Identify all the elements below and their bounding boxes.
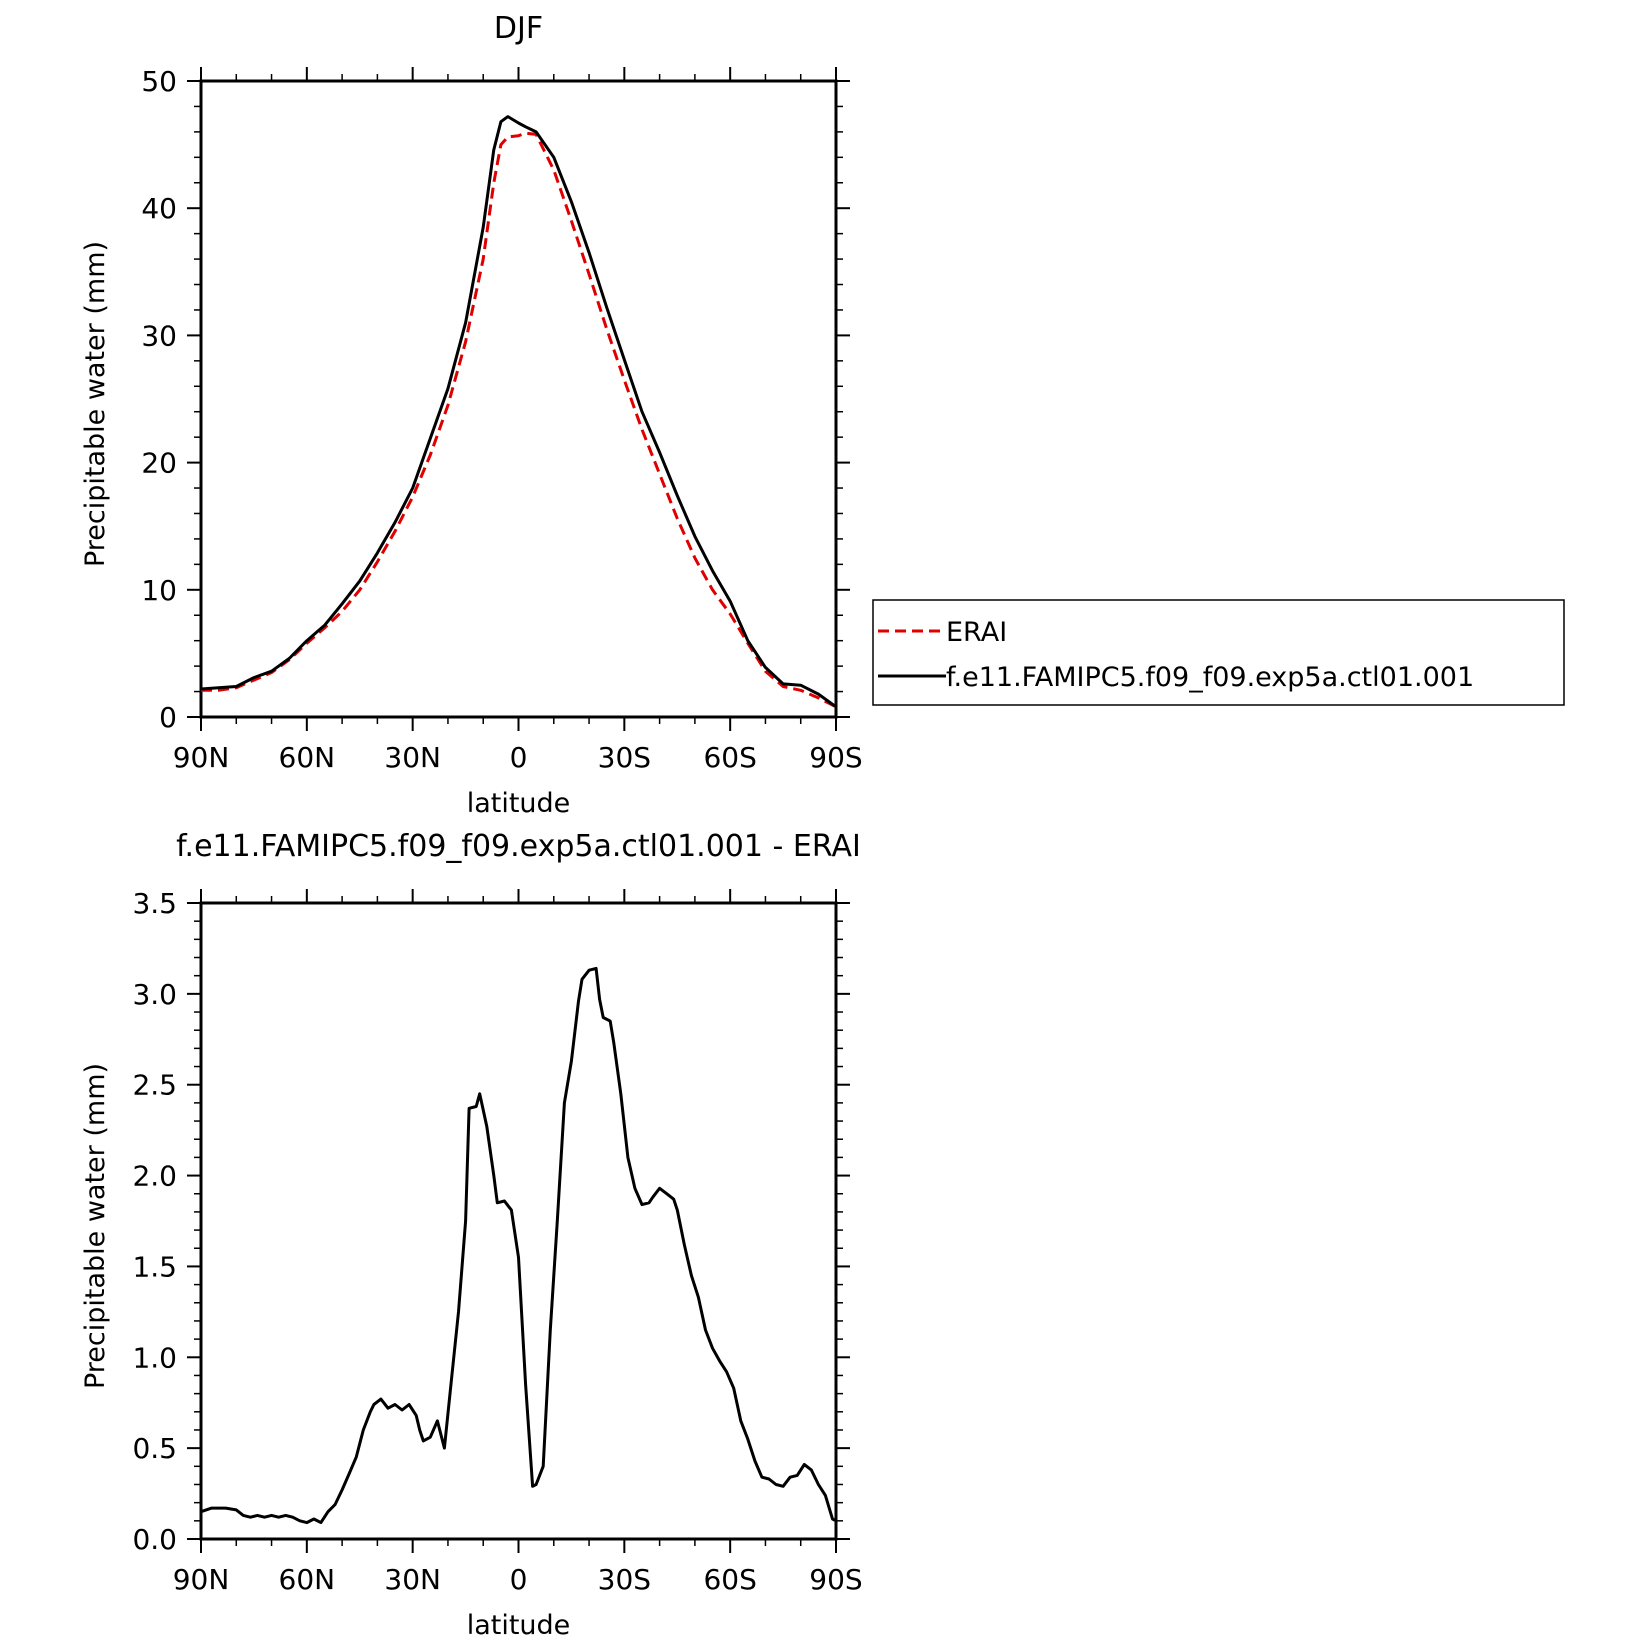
chart-title: f.e11.FAMIPC5.f09_f09.exp5a.ctl01.001 - … [176, 829, 861, 864]
series-lines [200, 966, 837, 1525]
axis-ticks [187, 67, 850, 731]
x-tick-labels: 90N 60N 30N 0 30S 60S 90S [173, 741, 863, 774]
chart-title: DJF [494, 11, 543, 46]
x-tick-label: 60N [279, 1563, 336, 1596]
x-tick-label: 60S [703, 741, 756, 774]
y-tick-label: 3.5 [132, 887, 177, 920]
y-tick-label: 0.5 [132, 1432, 177, 1465]
chart-panel-difference: f.e11.FAMIPC5.f09_f09.exp5a.ctl01.001 - … [80, 829, 863, 1641]
y-tick-label: 50 [141, 65, 177, 98]
legend-label-erai: ERAI [946, 617, 1007, 648]
x-axis-label: latitude [467, 1610, 571, 1641]
y-tick-label: 30 [141, 319, 177, 352]
axis-ticks [187, 889, 850, 1553]
x-tick-label: 0 [510, 1563, 528, 1596]
y-tick-label: 10 [141, 574, 177, 607]
y-tick-label: 2.0 [132, 1160, 177, 1193]
legend-label-model: f.e11.FAMIPC5.f09_f09.exp5a.ctl01.001 [946, 662, 1474, 693]
legend: ERAI f.e11.FAMIPC5.f09_f09.exp5a.ctl01.0… [872, 599, 1565, 706]
plot-frame [199, 901, 838, 1541]
x-tick-label: 30N [384, 1563, 441, 1596]
series-line-erai [201, 131, 837, 709]
x-tick-label: 30N [384, 741, 441, 774]
y-tick-label: 1.0 [132, 1341, 177, 1374]
y-tick-label: 3.0 [132, 978, 177, 1011]
y-tick-label: 40 [141, 192, 177, 225]
x-tick-label: 90S [809, 741, 862, 774]
y-axis-label: Precipitable water (mm) [80, 1063, 111, 1389]
x-tick-label: 0 [510, 741, 528, 774]
legend-box [872, 599, 1565, 706]
series-line-difference [200, 966, 837, 1525]
y-tick-label: 0.0 [132, 1523, 177, 1556]
x-tick-label: 30S [598, 741, 651, 774]
series-line-model [200, 115, 837, 709]
x-tick-labels: 90N 60N 30N 0 30S 60S 90S [173, 1563, 863, 1596]
y-tick-labels: 0.0 0.5 1.0 1.5 2.0 2.5 3.0 3.5 [132, 887, 177, 1556]
x-tick-label: 90N [173, 1563, 230, 1596]
y-tick-label: 1.5 [132, 1250, 177, 1283]
y-tick-labels: 0 10 20 30 40 50 [141, 65, 177, 734]
x-tick-label: 60S [703, 1563, 756, 1596]
x-tick-label: 90S [809, 1563, 862, 1596]
y-tick-label: 2.5 [132, 1069, 177, 1102]
y-axis-label: Precipitable water (mm) [80, 241, 111, 567]
x-tick-label: 30S [598, 1563, 651, 1596]
x-tick-label: 60N [279, 741, 336, 774]
chart-panel-djf: DJF 0 10 20 30 40 50 90N 60N 30N 0 30S 60S 90S lati… [80, 11, 1565, 819]
y-tick-label: 0 [159, 701, 177, 734]
x-tick-label: 90N [173, 741, 230, 774]
x-axis-label: latitude [467, 788, 571, 819]
series-lines [200, 115, 837, 709]
y-tick-label: 20 [141, 447, 177, 480]
